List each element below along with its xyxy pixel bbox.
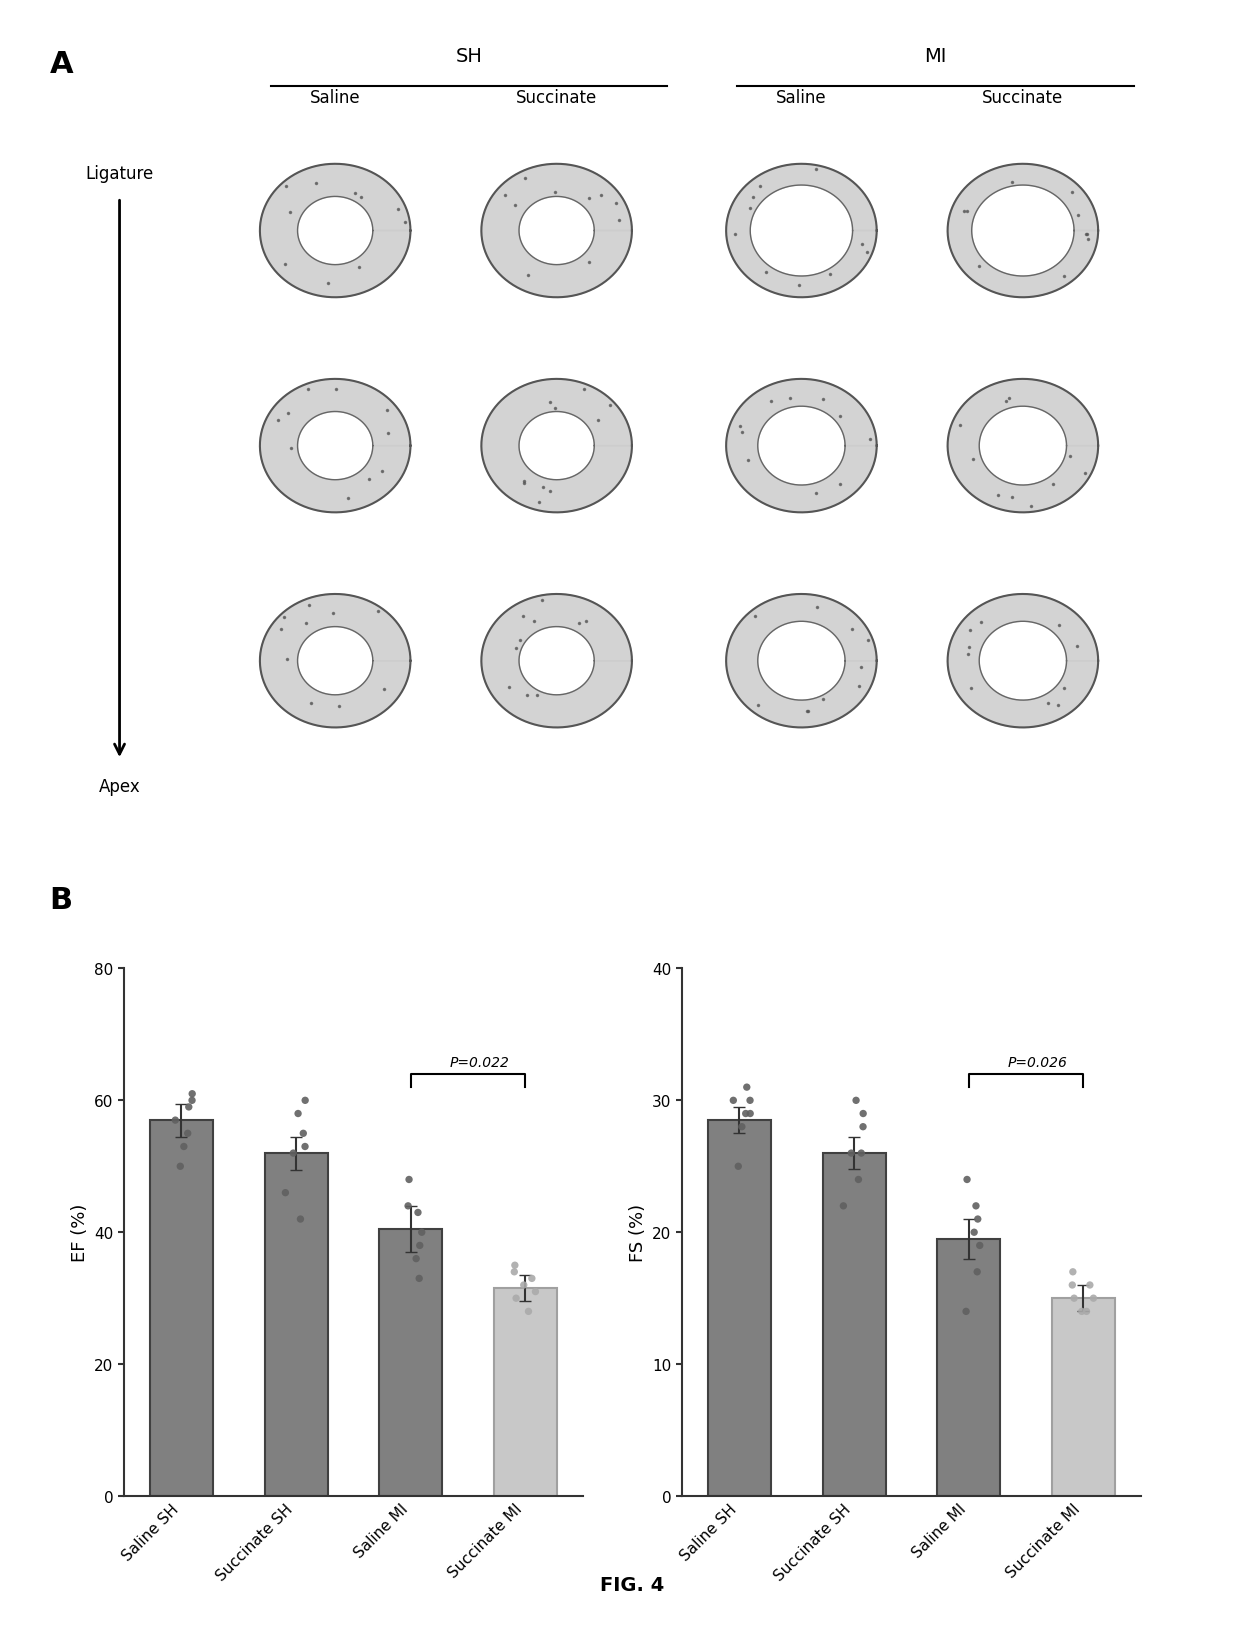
Text: Saline: Saline bbox=[310, 89, 361, 107]
Point bbox=[965, 1220, 985, 1246]
Point bbox=[505, 1252, 525, 1279]
Bar bbox=[494, 1289, 557, 1496]
Y-axis label: FS (%): FS (%) bbox=[629, 1203, 646, 1261]
Point bbox=[505, 1259, 525, 1285]
Point bbox=[410, 1233, 430, 1259]
Bar bbox=[708, 1121, 771, 1496]
Point bbox=[177, 1121, 197, 1147]
Bar bbox=[150, 1121, 213, 1496]
Text: Ligature: Ligature bbox=[86, 165, 154, 183]
Point bbox=[284, 1140, 304, 1167]
Point bbox=[737, 1074, 756, 1101]
Text: B: B bbox=[50, 885, 73, 915]
Point bbox=[967, 1259, 987, 1285]
Point bbox=[956, 1299, 976, 1325]
Text: A: A bbox=[50, 49, 73, 79]
Point bbox=[735, 1101, 755, 1127]
Text: SH: SH bbox=[456, 48, 482, 66]
Text: P=0.026: P=0.026 bbox=[1008, 1055, 1068, 1070]
Point bbox=[398, 1193, 418, 1220]
Point bbox=[295, 1088, 315, 1114]
Point bbox=[408, 1200, 428, 1226]
Point bbox=[174, 1134, 193, 1160]
Point bbox=[846, 1088, 866, 1114]
Point bbox=[723, 1088, 743, 1114]
Point bbox=[1064, 1285, 1084, 1312]
Point bbox=[182, 1088, 202, 1114]
Bar bbox=[822, 1154, 885, 1496]
Point bbox=[833, 1193, 853, 1220]
Point bbox=[852, 1140, 872, 1167]
Bar bbox=[379, 1229, 443, 1496]
Text: MI: MI bbox=[924, 48, 946, 66]
Point bbox=[518, 1299, 538, 1325]
Point bbox=[968, 1206, 988, 1233]
Point bbox=[179, 1094, 198, 1121]
Point bbox=[409, 1266, 429, 1292]
Point bbox=[957, 1167, 977, 1193]
Point bbox=[1063, 1272, 1083, 1299]
Point bbox=[740, 1088, 760, 1114]
Point bbox=[522, 1266, 542, 1292]
Point bbox=[1071, 1299, 1091, 1325]
Point bbox=[182, 1081, 202, 1107]
Point bbox=[526, 1279, 546, 1305]
Point bbox=[399, 1167, 419, 1193]
Text: P=0.022: P=0.022 bbox=[450, 1055, 510, 1070]
Point bbox=[407, 1246, 427, 1272]
Point bbox=[1076, 1299, 1096, 1325]
Point bbox=[165, 1107, 185, 1134]
Point bbox=[728, 1154, 748, 1180]
Point bbox=[290, 1206, 310, 1233]
Point bbox=[1084, 1285, 1104, 1312]
Text: Succinate: Succinate bbox=[982, 89, 1064, 107]
Text: Saline: Saline bbox=[776, 89, 827, 107]
Point bbox=[740, 1101, 760, 1127]
Point bbox=[1080, 1272, 1100, 1299]
Text: Apex: Apex bbox=[99, 778, 140, 794]
Bar bbox=[264, 1154, 327, 1496]
Point bbox=[853, 1101, 873, 1127]
Point bbox=[513, 1272, 533, 1299]
Point bbox=[170, 1154, 190, 1180]
Point bbox=[970, 1233, 990, 1259]
Point bbox=[842, 1140, 862, 1167]
Point bbox=[966, 1193, 986, 1220]
Point bbox=[1063, 1259, 1083, 1285]
Point bbox=[506, 1285, 526, 1312]
Point bbox=[294, 1121, 314, 1147]
Point bbox=[848, 1167, 868, 1193]
Text: Succinate: Succinate bbox=[516, 89, 598, 107]
Text: FIG. 4: FIG. 4 bbox=[600, 1575, 665, 1594]
Y-axis label: EF (%): EF (%) bbox=[71, 1203, 88, 1262]
Point bbox=[853, 1114, 873, 1140]
Point bbox=[295, 1134, 315, 1160]
Point bbox=[288, 1101, 308, 1127]
Bar bbox=[937, 1239, 1001, 1496]
Point bbox=[412, 1220, 432, 1246]
Bar bbox=[1052, 1299, 1115, 1496]
Point bbox=[275, 1180, 295, 1206]
Point bbox=[732, 1114, 751, 1140]
